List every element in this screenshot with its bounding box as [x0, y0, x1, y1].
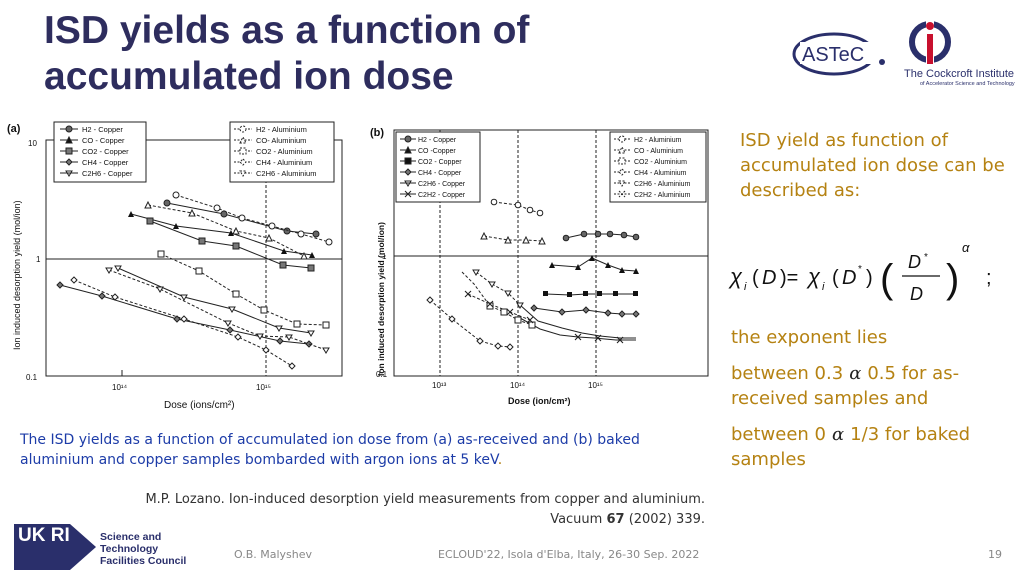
cockcroft-logo: The Cockcroft Institute of Accelerator S…: [898, 18, 1024, 90]
svg-text:χ: χ: [806, 264, 821, 289]
figure-caption-text: The ISD yields as a function of accumula…: [20, 432, 640, 468]
exponent-text: the exponent lies: [731, 327, 888, 348]
figure-b-legend-co-al: CO - Aluminium: [634, 148, 683, 155]
figure-a-legend-co2-al: CO2 - Aluminium: [256, 147, 313, 156]
svg-text:(: (: [752, 267, 759, 289]
figure-a-legend-ch4-al: CH4 - Aluminium: [256, 158, 312, 167]
figure-b-xtick-1e15: 10¹⁵: [588, 381, 603, 390]
figure-b-legend-ch4-cu: CH4 - Copper: [418, 170, 462, 177]
alpha-symbol: α: [832, 424, 845, 445]
svg-text:)=: )=: [780, 267, 798, 289]
figure-b-legend-c2h2-al: C2H2 - Aluminium: [634, 192, 691, 199]
svg-text:(: (: [880, 257, 894, 301]
figure-a-legend-h2-cu: H2 - Copper: [82, 125, 123, 134]
footer-author: O.B. Malyshev: [234, 548, 313, 561]
range-baked-start: between 0: [731, 424, 827, 445]
page-number: 19: [988, 548, 1002, 561]
figure-caption: The ISD yields as a function of accumula…: [20, 430, 710, 470]
figure-a-panel-label: (a): [7, 123, 21, 135]
reference: M.P. Lozano. Ion-induced desorption yiel…: [80, 490, 705, 530]
figure-b-ytick-0-1: 0.1: [376, 370, 388, 379]
figure-a-ytick-1: 1: [36, 255, 41, 264]
figure-b-plot: (b) 1 0.1 10¹³ 10¹⁴ 10¹⁵ Dose (ion/cm²) …: [370, 127, 709, 406]
ukri-stfc-logo: UK RI Science and Technology Facilities …: [14, 524, 204, 574]
figure-a-legend-ch4-cu: CH4 - Copper: [82, 158, 129, 167]
svg-text:i: i: [744, 281, 747, 293]
figure-b-legend-co2-al: CO2 - Aluminium: [634, 159, 687, 166]
reference-line2: Vacuum 67 (2002) 339.: [80, 510, 705, 530]
svg-text:*: *: [858, 264, 862, 275]
figure-b-xtick-1e13: 10¹³: [432, 381, 447, 390]
cockcroft-name: The Cockcroft Institute: [904, 68, 1015, 80]
range-baked-end: 1/3 for baked samples: [731, 424, 971, 470]
svg-text:i: i: [822, 281, 825, 293]
figure-a-legend-co-cu: CO - Copper: [82, 136, 125, 145]
figure-a-ylabel: Ion induced desorption yield (mol/ion): [12, 200, 22, 350]
figure-b-panel-label: (b): [370, 127, 384, 139]
svg-text:D: D: [910, 284, 923, 304]
figure-a: (a) 10 1 0.1 10¹⁴ 10¹⁵ Dose (ions/cm²) I…: [4, 118, 348, 418]
reference-journal: Vacuum: [550, 512, 607, 527]
cockcroft-subtitle: of Accelerator Science and Technology: [920, 81, 1015, 87]
footer-conference: ECLOUD'22, Isola d'Elba, Italy, 26-30 Se…: [438, 548, 700, 561]
figure-b-legend-h2-cu: H2 - Copper: [418, 137, 457, 144]
figure-a-plot: (a) 10 1 0.1 10¹⁴ 10¹⁵ Dose (ions/cm²) I…: [7, 121, 343, 411]
figure-b-xlabel: Dose (ion/cm²): [508, 396, 571, 406]
cockcroft-emblem-icon: [909, 20, 951, 64]
astec-logo: ASTeC: [792, 32, 885, 76]
svg-text:D: D: [842, 267, 856, 289]
figure-a-legend-co-al: CO- Aluminium: [256, 136, 306, 145]
figure-a-legend-h2-al: H2 - Aluminium: [256, 125, 307, 134]
svg-text:χ: χ: [728, 264, 743, 289]
figure-a-legend-c2h6-al: C2H6 - Aluminium: [256, 169, 316, 178]
ukri-logo-box: UK RI: [14, 524, 70, 570]
reference-volume: 67: [606, 512, 625, 527]
ukri-arrow-icon: [70, 524, 96, 570]
reference-line1: M.P. Lozano. Ion-induced desorption yiel…: [145, 492, 705, 507]
figure-b-legend-c2h6-cu: C2H6 - Copper: [418, 181, 466, 188]
figure-b-legend-co-cu: CO -Copper: [418, 148, 456, 155]
figure-b-ytick-1: 1: [382, 252, 387, 261]
figure-a-ytick-0-1: 0.1: [26, 373, 38, 382]
range-as-received-start: between 0.3: [731, 363, 844, 384]
figure-a-legend-c2h6-cu: C2H6 - Copper: [82, 169, 133, 178]
figure-b-ylabel: Ion induced desorption yield (mol/ion): [376, 222, 386, 376]
astec-logo-text: ASTeC: [802, 44, 864, 66]
svg-text:D: D: [762, 267, 776, 289]
figure-a-xtick-1e14: 10¹⁴: [112, 383, 128, 392]
svg-text:(: (: [832, 267, 839, 289]
isd-formula: χ i ( D )= χ i ( D * ) ( D * D ) α ;: [728, 240, 992, 304]
figure-b-xtick-1e14: 10¹⁴: [510, 381, 526, 390]
svg-text:*: *: [924, 252, 928, 263]
figure-b-legend-h2-al: H2 - Aluminium: [634, 137, 682, 144]
svg-text:α: α: [962, 240, 970, 255]
stfc-name: Science and Technology Facilities Counci…: [100, 531, 187, 567]
svg-text:): ): [946, 257, 959, 301]
figure-b-legend-ch4-al: CH4 - Aluminium: [634, 170, 687, 177]
svg-text:D: D: [908, 252, 921, 272]
figure-b: (b) 1 0.1 10¹³ 10¹⁴ 10¹⁵ Dose (ion/cm²) …: [370, 122, 720, 412]
alpha-symbol: α: [849, 363, 862, 384]
figure-caption-end: .: [497, 452, 503, 468]
reference-rest: (2002) 339.: [624, 512, 705, 527]
figure-b-legend-co2-cu: CO2 - Copper: [418, 159, 462, 166]
range-as-received-end: 0.5 for as-received samples and: [731, 363, 960, 409]
figure-b-legend-c2h2-cu: C2H2 - Copper: [418, 192, 466, 199]
isd-intro-text: ISD yield as function of accumulated ion…: [740, 130, 1005, 201]
figure-b-legend-c2h6-al: C2H6 - Aluminium: [634, 181, 691, 188]
slide-title: ISD yields as a function of accumulated …: [44, 9, 530, 98]
figure-a-xlabel: Dose (ions/cm²): [164, 400, 235, 411]
range-baked: between 0 α 1/3 for baked samples: [731, 422, 1021, 472]
figure-a-legend-co2-cu: CO2 - Copper: [82, 147, 129, 156]
range-as-received: between 0.3 α 0.5 for as-received samples …: [731, 361, 1021, 411]
svg-text:): ): [866, 267, 873, 289]
svg-text:;: ;: [986, 267, 992, 289]
figure-a-ytick-10: 10: [28, 139, 37, 148]
figure-a-xtick-1e15: 10¹⁵: [256, 383, 271, 392]
